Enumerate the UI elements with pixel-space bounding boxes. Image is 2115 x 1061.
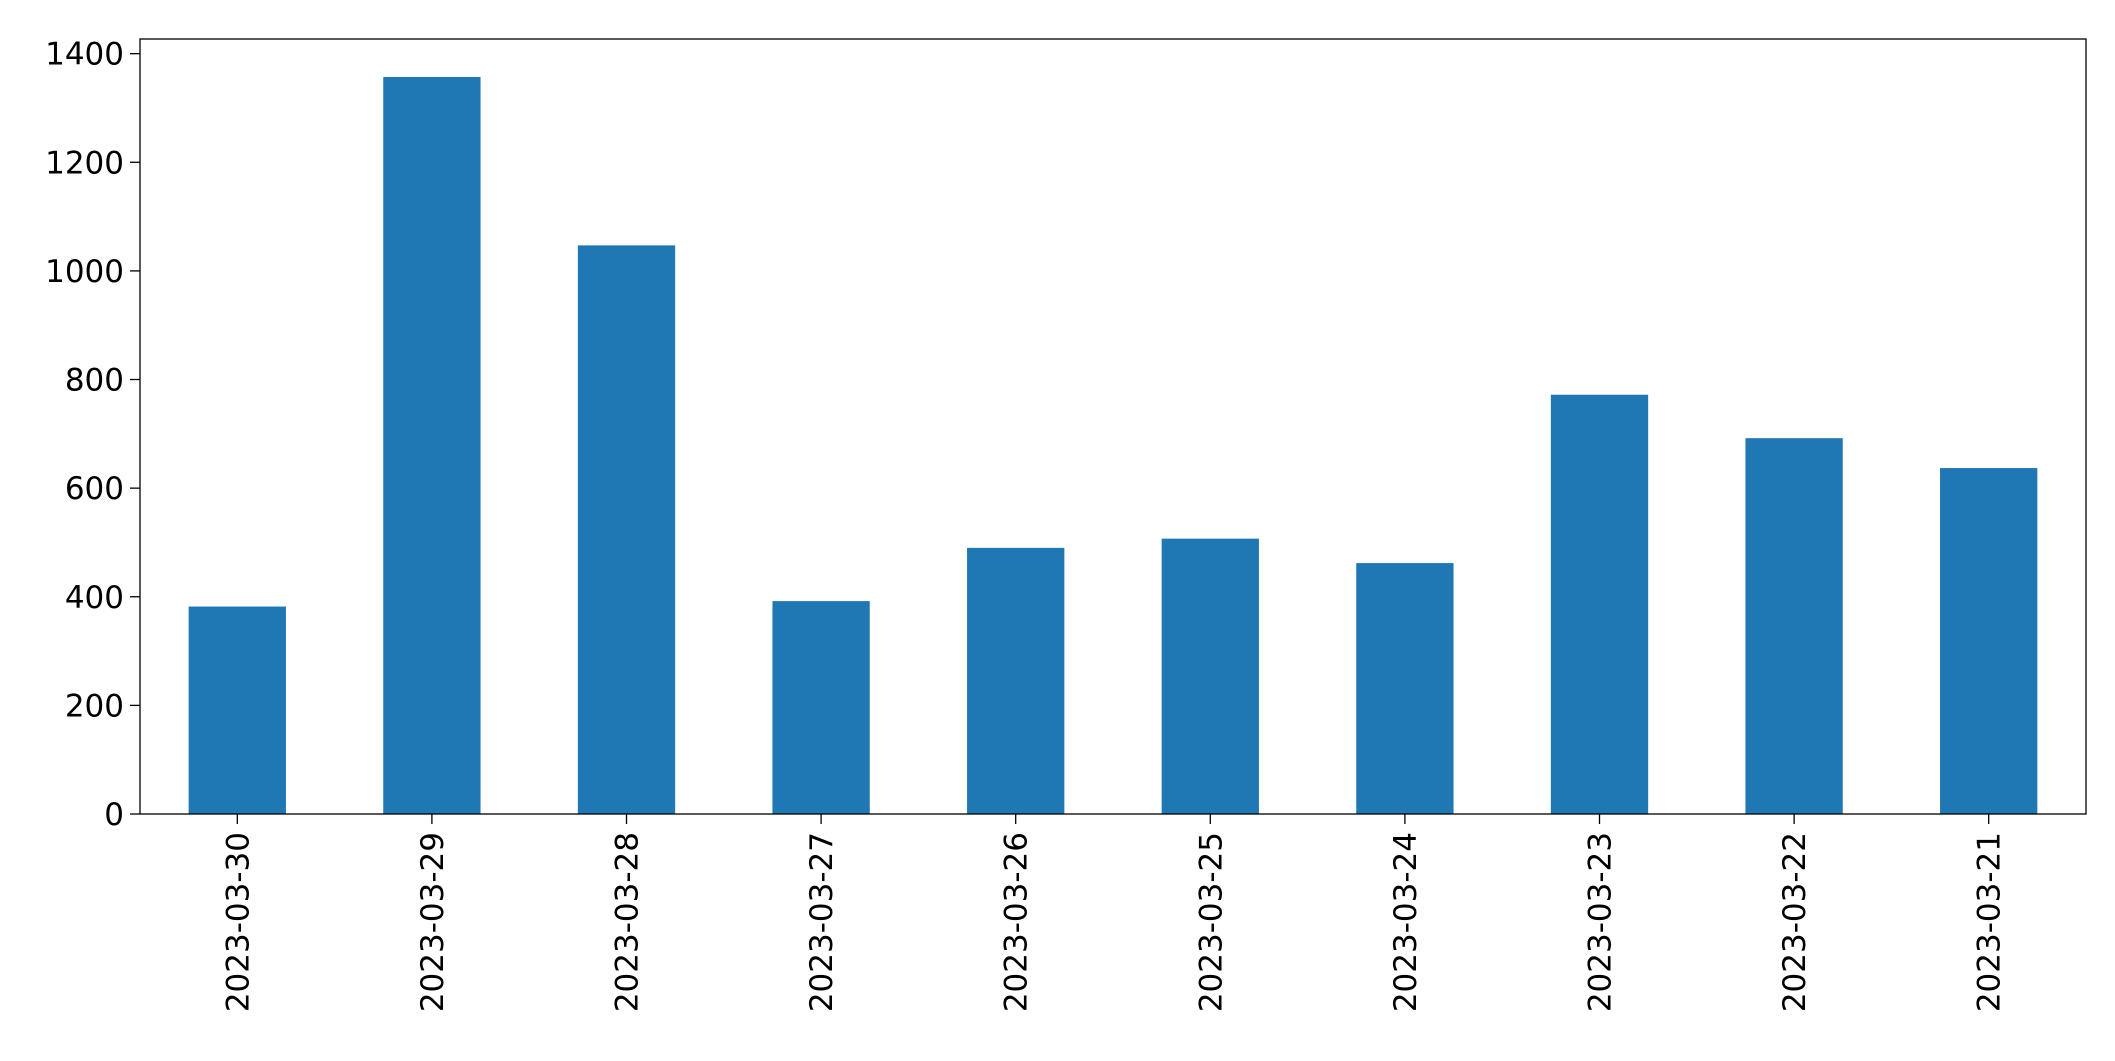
x-tick-label: 2023-03-25 bbox=[1193, 832, 1229, 1012]
bar bbox=[967, 547, 1065, 814]
bar bbox=[1356, 563, 1454, 814]
bar bbox=[188, 606, 286, 814]
x-tick-label: 2023-03-24 bbox=[1388, 832, 1424, 1012]
y-tick-label: 800 bbox=[65, 363, 124, 399]
bar bbox=[1161, 538, 1259, 814]
x-tick-label: 2023-03-21 bbox=[1972, 832, 2008, 1012]
x-tick-label: 2023-03-27 bbox=[804, 832, 840, 1012]
bar bbox=[383, 77, 481, 814]
y-tick-label: 200 bbox=[65, 688, 124, 724]
x-tick-label: 2023-03-22 bbox=[1777, 832, 1813, 1012]
y-tick-label: 600 bbox=[65, 471, 124, 507]
y-tick-label: 1400 bbox=[45, 37, 124, 73]
y-tick-label: 400 bbox=[65, 580, 124, 616]
bar bbox=[577, 245, 676, 814]
x-tick-label: 2023-03-30 bbox=[220, 832, 256, 1012]
plot-frame bbox=[139, 38, 2087, 815]
x-tick-label: 2023-03-28 bbox=[610, 832, 646, 1012]
y-tick-label: 1200 bbox=[45, 145, 124, 181]
y-tick-label: 1000 bbox=[45, 254, 124, 290]
bar bbox=[772, 601, 870, 814]
y-tick-label: 0 bbox=[104, 797, 124, 833]
bar bbox=[1745, 438, 1843, 814]
bar bbox=[1550, 394, 1649, 814]
x-tick-label: 2023-03-23 bbox=[1583, 832, 1619, 1012]
x-tick-label: 2023-03-26 bbox=[999, 832, 1035, 1012]
x-tick-label: 2023-03-29 bbox=[415, 832, 451, 1012]
bar bbox=[1940, 468, 2038, 814]
